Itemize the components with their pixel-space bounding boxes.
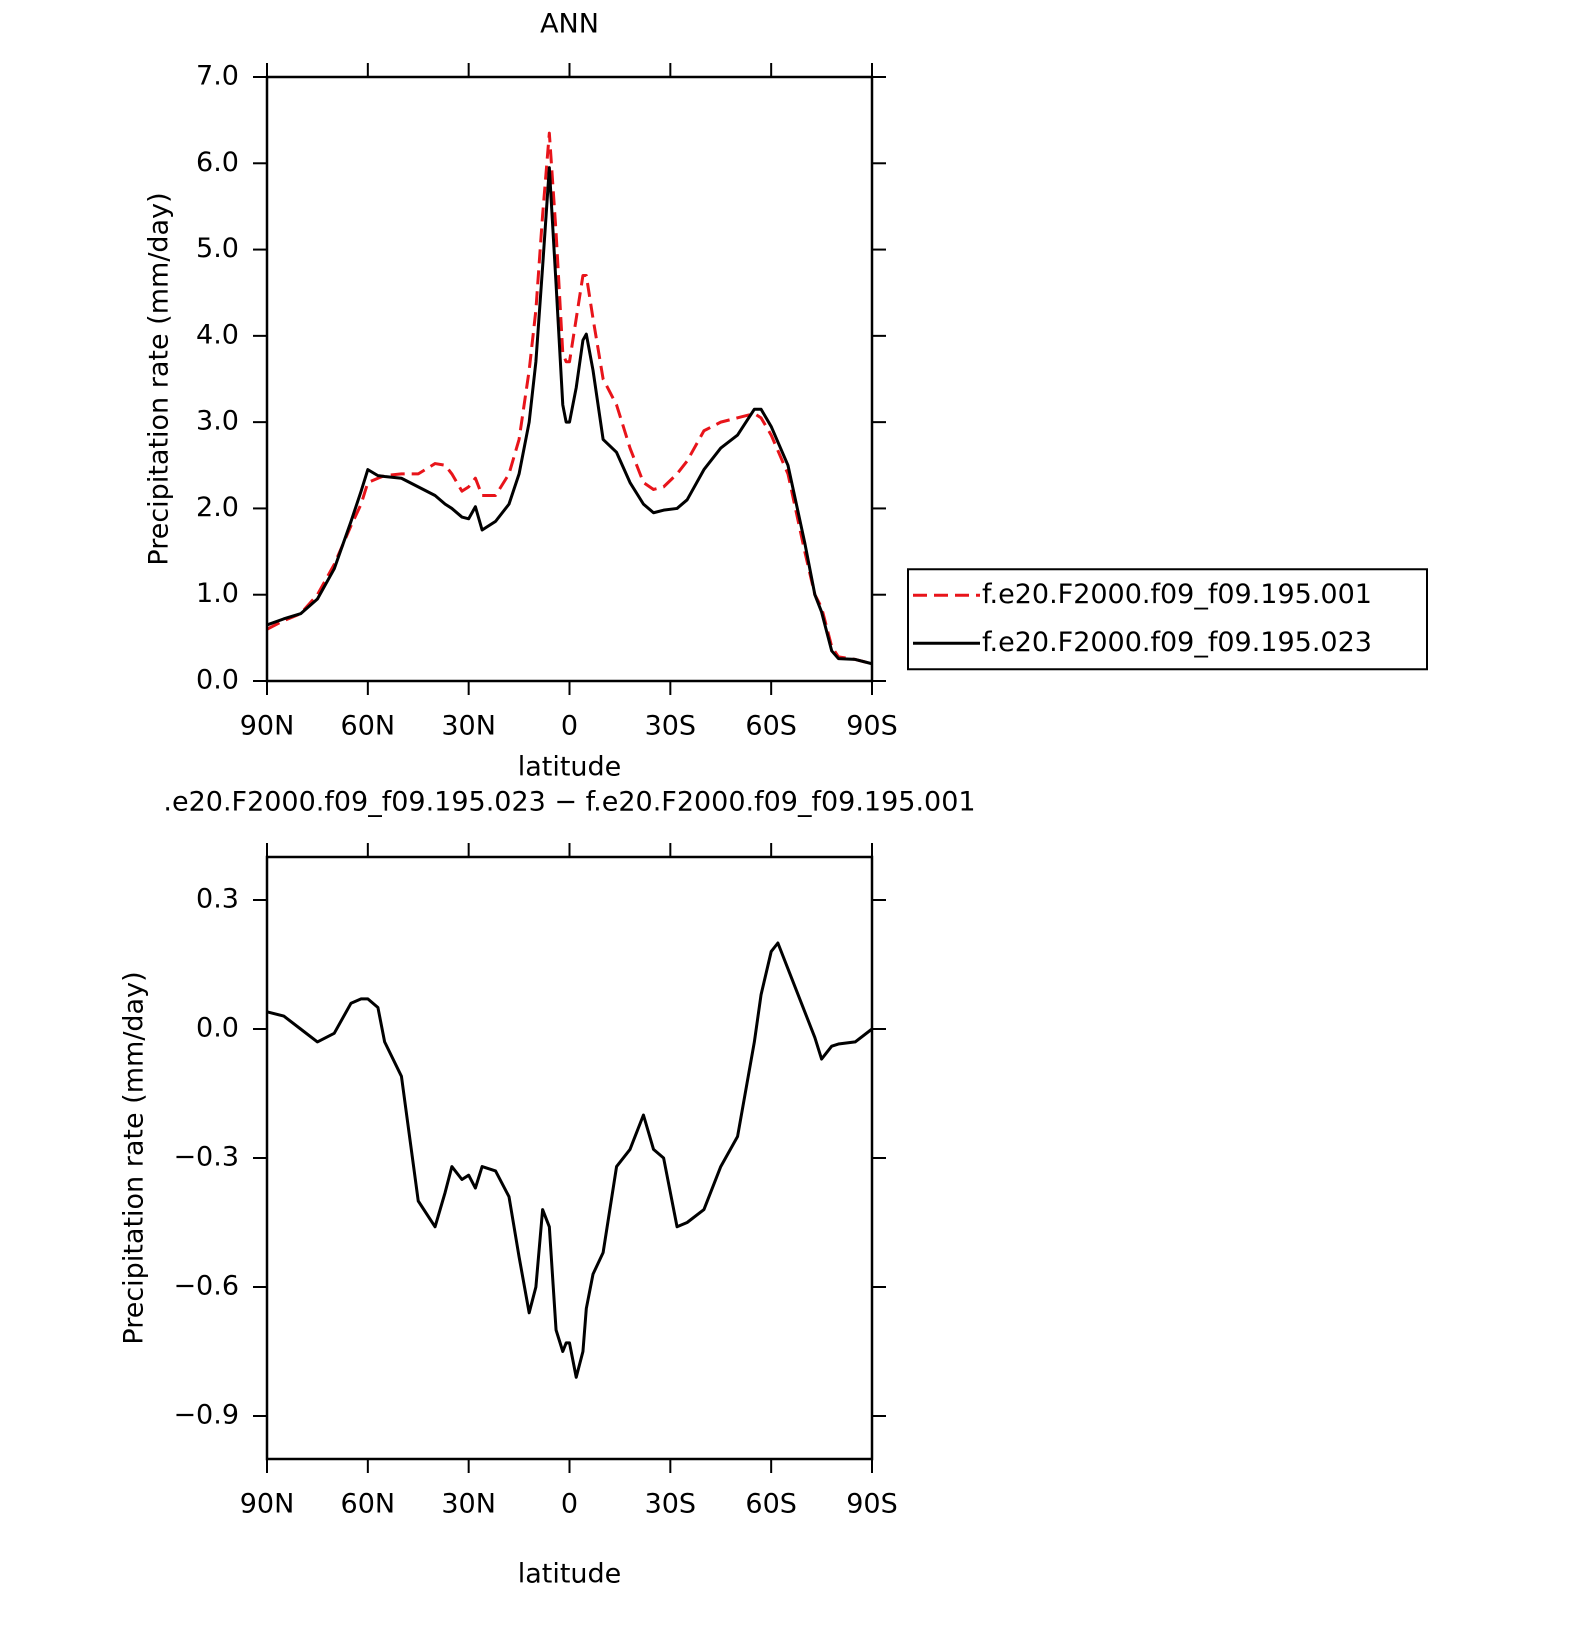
y-tick-label: 6.0 bbox=[196, 147, 239, 178]
plot-frame bbox=[265, 855, 874, 1461]
x-tick-label: 90N bbox=[240, 711, 295, 742]
y-tick-label: −0.3 bbox=[173, 1142, 239, 1173]
y-axis-label: Precipitation rate (mm/day) bbox=[119, 971, 150, 1344]
plot-frame bbox=[265, 75, 874, 683]
y-tick-label: −0.6 bbox=[173, 1271, 239, 1302]
x-tick-label: 60N bbox=[341, 1489, 396, 1520]
legend-label: f.e20.F2000.f09_f09.195.001 bbox=[982, 579, 1372, 610]
x-tick-label: 90N bbox=[240, 1489, 295, 1520]
y-tick-label: −0.9 bbox=[173, 1400, 239, 1431]
legend-label: f.e20.F2000.f09_f09.195.023 bbox=[982, 627, 1372, 658]
data-line bbox=[266, 941, 873, 1379]
data-line bbox=[266, 166, 873, 666]
y-tick-label: 0.0 bbox=[196, 665, 239, 696]
data-line bbox=[266, 131, 873, 666]
y-tick-label: 2.0 bbox=[196, 492, 239, 523]
x-tick-label: 90S bbox=[846, 1489, 898, 1520]
y-tick-label: 1.0 bbox=[196, 578, 239, 609]
chart-title: .e20.F2000.f09_f09.195.023 − f.e20.F2000… bbox=[163, 787, 975, 818]
x-axis-label: latitude bbox=[518, 1559, 622, 1590]
x-axis-label: latitude bbox=[518, 752, 622, 783]
x-tick-label: 60S bbox=[745, 1489, 797, 1520]
y-tick-label: 3.0 bbox=[196, 406, 239, 437]
y-axis-label: Precipitation rate (mm/day) bbox=[144, 192, 175, 565]
x-tick-label: 90S bbox=[846, 711, 898, 742]
y-tick-label: 0.0 bbox=[196, 1013, 239, 1044]
y-tick-label: 4.0 bbox=[196, 319, 239, 350]
x-tick-label: 60S bbox=[745, 711, 797, 742]
x-tick-label: 0 bbox=[561, 1489, 578, 1520]
y-tick-label: 5.0 bbox=[196, 233, 239, 264]
x-tick-label: 60N bbox=[341, 711, 396, 742]
y-tick-label: 7.0 bbox=[196, 61, 239, 92]
x-tick-label: 30N bbox=[441, 711, 496, 742]
x-tick-label: 30S bbox=[645, 711, 697, 742]
chart-title: ANN bbox=[540, 9, 599, 40]
x-tick-label: 0 bbox=[561, 711, 578, 742]
y-tick-label: 0.3 bbox=[196, 884, 239, 915]
x-tick-label: 30N bbox=[441, 1489, 496, 1520]
x-tick-label: 30S bbox=[645, 1489, 697, 1520]
legend-box bbox=[907, 568, 1428, 671]
